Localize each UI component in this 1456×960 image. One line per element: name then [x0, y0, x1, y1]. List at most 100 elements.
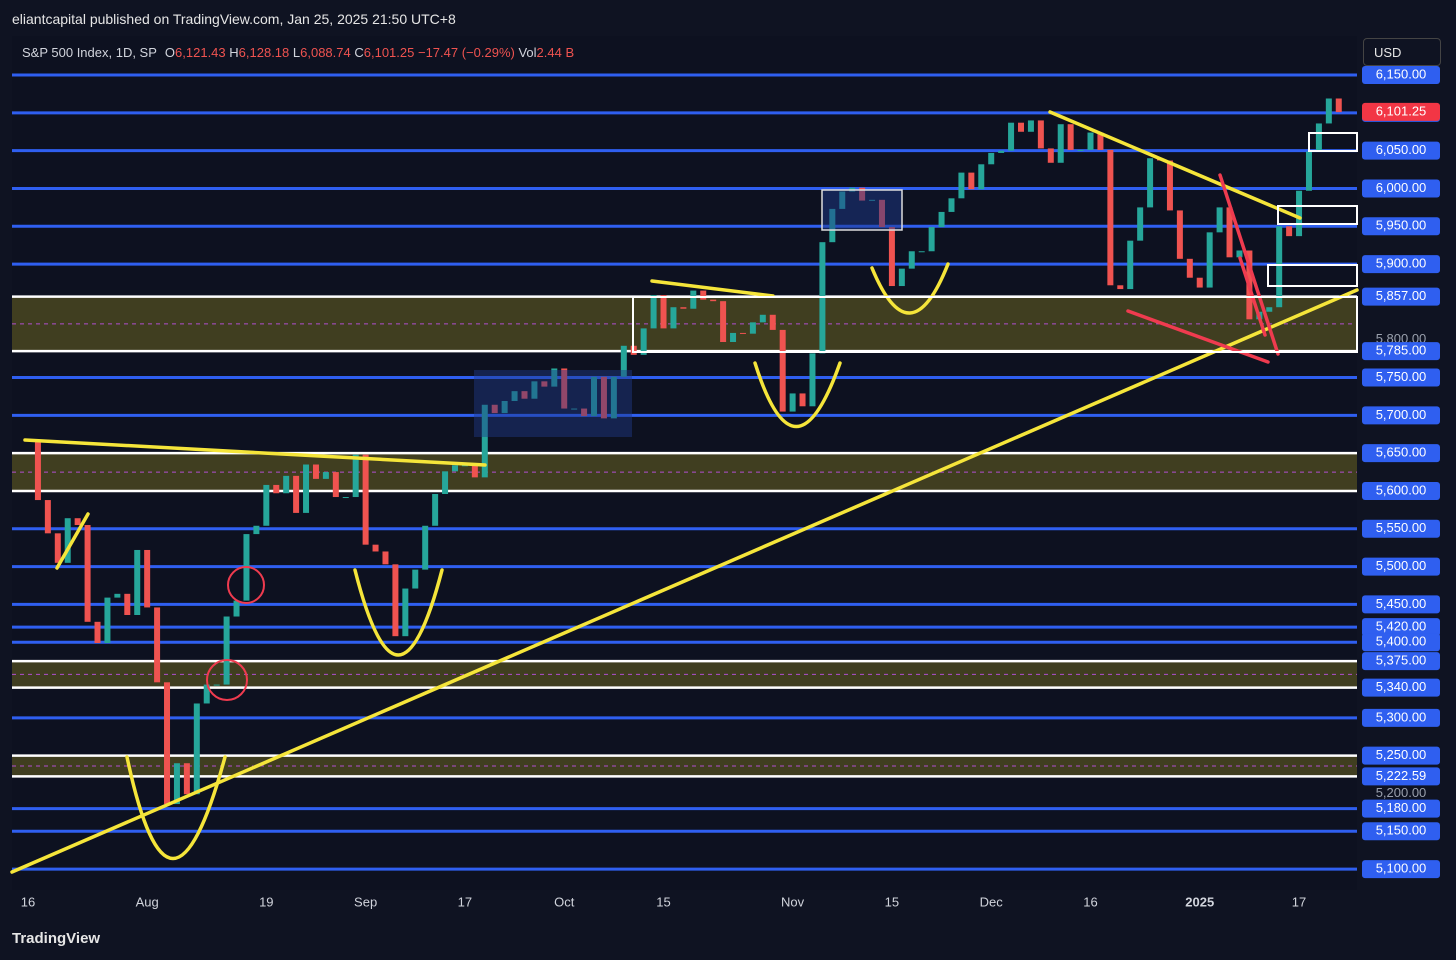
close: 6,101.25	[363, 45, 415, 60]
label: O	[164, 45, 176, 60]
x-tick-label: 2025	[1185, 894, 1214, 909]
candle	[233, 600, 240, 617]
y-tick-label: 5,700.00	[1376, 407, 1427, 422]
high: 6,128.18	[238, 45, 290, 60]
candle	[134, 549, 141, 616]
candle	[84, 525, 91, 622]
candle	[958, 172, 965, 199]
box	[821, 189, 903, 231]
resistance-line	[1048, 110, 1302, 220]
candle	[461, 465, 468, 467]
cup	[125, 755, 227, 861]
candle	[720, 301, 727, 343]
candle	[1087, 132, 1094, 150]
candle	[193, 703, 200, 795]
label: Vol	[518, 45, 537, 60]
axes: 6,150.006,100.006,050.006,000.005,950.00…	[21, 66, 1440, 909]
candle	[620, 345, 627, 377]
resistance-line	[23, 438, 487, 467]
candle	[1107, 149, 1114, 286]
candle	[293, 475, 300, 513]
box	[1277, 205, 1358, 225]
candle	[799, 393, 806, 407]
levels	[12, 73, 1357, 871]
candle	[1266, 307, 1273, 312]
y-tick-label: 5,300.00	[1376, 709, 1427, 724]
candle	[44, 500, 51, 534]
candle	[1286, 226, 1293, 237]
candle	[591, 376, 598, 417]
candle	[471, 465, 478, 478]
price-box	[1362, 633, 1440, 652]
candle	[1226, 207, 1233, 258]
candle	[312, 464, 319, 479]
price-box	[1362, 287, 1440, 306]
price-box	[1362, 342, 1440, 361]
open: 6,121.43	[175, 45, 226, 60]
candle	[372, 544, 379, 552]
x-tick-label: 19	[259, 894, 273, 909]
x-tick-label: Oct	[554, 894, 575, 909]
price-box	[1362, 444, 1440, 463]
candle	[303, 464, 310, 513]
candle	[1127, 240, 1134, 290]
candle	[402, 588, 409, 637]
price-box	[1362, 368, 1440, 387]
price-box	[1362, 746, 1440, 765]
price-box	[1362, 767, 1440, 786]
price-box	[1362, 519, 1440, 538]
price-box	[1362, 141, 1440, 160]
candle	[124, 593, 131, 616]
y-tick-label: 6,150.00	[1376, 66, 1427, 81]
candle	[1137, 207, 1144, 241]
candle	[700, 290, 707, 300]
candle	[481, 404, 488, 478]
candle	[1325, 98, 1332, 124]
box	[1308, 132, 1358, 152]
candle	[332, 472, 339, 498]
candle	[1008, 122, 1015, 151]
price-box	[1362, 860, 1440, 879]
candle	[203, 684, 210, 704]
candle	[1018, 122, 1024, 132]
candle	[948, 198, 955, 212]
candle	[442, 471, 449, 495]
candle	[730, 332, 737, 343]
price-box	[1362, 822, 1440, 841]
low: 6,088.74	[300, 45, 351, 60]
candle	[670, 307, 677, 329]
label: C	[354, 45, 364, 60]
resistance-line	[650, 279, 775, 298]
y-tick-label: 5,100.00	[1376, 861, 1427, 876]
price-box	[1362, 406, 1440, 425]
red-line	[1126, 309, 1270, 364]
candle	[54, 533, 61, 563]
candle	[164, 682, 171, 805]
x-tick-label: Dec	[980, 894, 1004, 909]
candle	[1335, 98, 1342, 113]
y-tick-label: 5,150.00	[1376, 823, 1427, 838]
candle	[1027, 120, 1034, 132]
candle	[680, 307, 687, 309]
candle	[1236, 250, 1243, 258]
candle	[710, 299, 717, 302]
candle	[759, 314, 766, 323]
candle	[1047, 148, 1054, 163]
y-tick-label: 6,050.00	[1376, 142, 1427, 157]
candle	[1057, 124, 1064, 163]
box	[632, 296, 1358, 353]
volume: 2.44 B	[536, 45, 575, 60]
currency-button[interactable]: USD	[1363, 38, 1441, 66]
candle	[183, 763, 190, 795]
candle	[1196, 277, 1203, 288]
red-line	[1218, 173, 1280, 356]
trend-line	[10, 288, 1359, 874]
candles	[25, 98, 1342, 805]
candle	[1296, 190, 1303, 237]
candle	[511, 391, 518, 401]
candle	[253, 525, 260, 535]
candle	[213, 684, 220, 686]
x-tick-label: Nov	[781, 894, 805, 909]
y-tick-label: 5,785.00	[1376, 343, 1427, 358]
price-box	[1362, 217, 1440, 236]
